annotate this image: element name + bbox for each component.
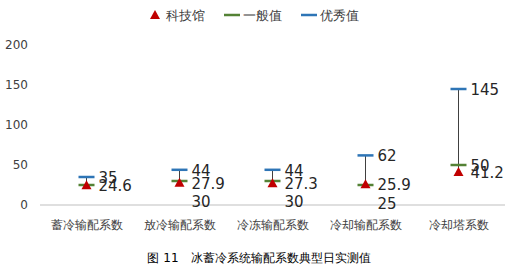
x-tick-label: 冷却输配系数 (330, 218, 402, 232)
y-tick-label: 100 (5, 118, 28, 132)
data-label: 44 (285, 162, 304, 180)
data-label: 50 (471, 157, 490, 175)
data-labels: 24.63527.9304427.3304425.9256241.250145 (99, 81, 504, 213)
legend-label: 优秀值 (320, 8, 359, 23)
marker (175, 178, 185, 187)
marker (82, 180, 92, 189)
marker (301, 14, 317, 17)
marker (79, 176, 95, 179)
marker (358, 154, 374, 157)
y-tick (37, 85, 40, 86)
marker (451, 88, 467, 91)
x-axis (40, 205, 505, 206)
data-label: 30 (285, 193, 304, 211)
marker (224, 14, 240, 17)
data-label: 25 (378, 195, 397, 213)
y-tick-label: 150 (5, 78, 28, 92)
caption: 图 11 冰蓄冷系统输配系数典型日实测值 (147, 251, 370, 265)
x-tick-label: 冷却塔系数 (429, 218, 489, 232)
marker (454, 167, 464, 176)
data-label: 44 (192, 162, 211, 180)
marker (268, 178, 278, 187)
x-tick-label: 冷冻输配系数 (237, 218, 309, 232)
y-tick (37, 45, 40, 46)
y-tick (37, 125, 40, 126)
marker (451, 164, 467, 167)
x-tick-label: 蓄冷输配系数 (51, 218, 123, 232)
marker (150, 10, 160, 19)
y-tick-label: 50 (13, 158, 28, 172)
y-tick-label: 0 (20, 198, 28, 212)
marker (265, 169, 281, 172)
marker (361, 179, 371, 188)
marker (172, 169, 188, 172)
data-label: 62 (378, 147, 397, 165)
y-tick (37, 205, 40, 206)
y-tick (37, 165, 40, 166)
chart-svg: 0 50 100 150 200 蓄冷输配系数 放冷输配系数 冷冻输配系数 冷却输配系数 冷却塔系… (0, 0, 518, 271)
y-tick-label: 200 (5, 38, 28, 52)
hi-low-line (458, 89, 459, 172)
legend-label: 一般值 (243, 8, 282, 23)
x-tick-label: 放冷输配系数 (144, 218, 216, 232)
legend-label: 科技馆 (166, 8, 205, 23)
plot-marks (79, 89, 467, 189)
chart-root: 0 50 100 150 200 蓄冷输配系数 放冷输配系数 冷冻输配系数 冷却输配系数 冷却塔系… (0, 0, 518, 271)
legend: 科技馆 一般值 优秀值 (150, 8, 359, 23)
data-label: 145 (471, 81, 500, 99)
data-label: 30 (192, 193, 211, 211)
data-label: 25.9 (378, 176, 411, 194)
data-label: 35 (99, 169, 118, 187)
